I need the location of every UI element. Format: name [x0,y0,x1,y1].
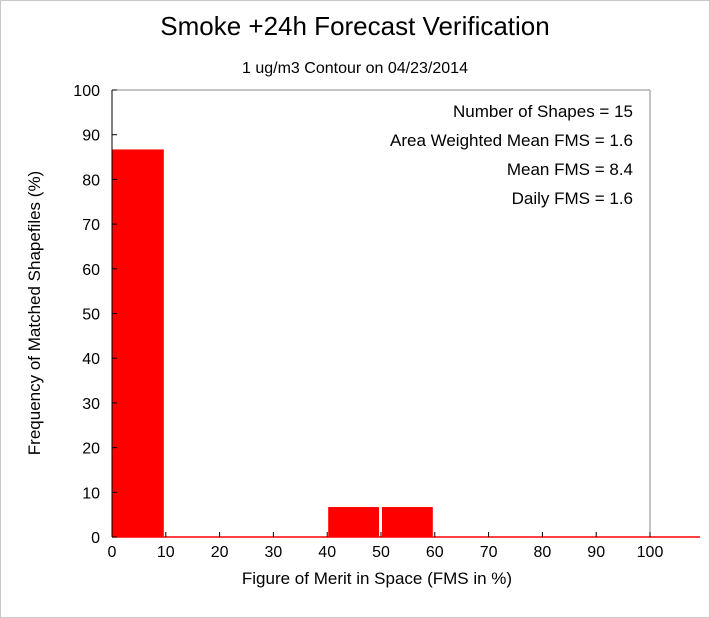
y-tick-label: 50 [82,307,100,324]
y-tick-label: 0 [91,530,100,547]
ticks-layer: 0 10 20 30 40 50 60 70 80 90 100 0 10 20 30 40 50 60 70 80 9… [73,83,663,561]
histogram-bar [112,149,164,538]
stats-layer: Number of Shapes = 15 Area Weighted Mean … [390,102,633,208]
chart-subtitle: 1 ug/m3 Contour on 04/23/2014 [242,60,468,77]
x-tick-label: 100 [637,544,664,561]
histogram-bar [328,507,379,537]
y-tick-label: 20 [82,441,100,458]
y-axis-title: Frequency of Matched Shapefiles (%) [25,171,44,455]
stat-annotation: Area Weighted Mean FMS = 1.6 [390,131,633,150]
chart-title: Smoke +24h Forecast Verification [160,11,550,41]
y-tick-label: 90 [82,128,100,145]
x-tick-label: 80 [534,544,552,561]
y-tick-label: 70 [82,217,100,234]
y-tick-label: 10 [82,485,100,502]
y-tick-label: 40 [82,351,100,368]
y-tick-label: 30 [82,396,100,413]
x-tick-label: 70 [480,544,498,561]
y-tick-label: 60 [82,262,100,279]
x-tick-label: 50 [372,544,390,561]
bars-layer [112,149,433,538]
x-tick-label: 40 [318,544,336,561]
stat-annotation: Daily FMS = 1.6 [512,189,633,208]
x-tick-label: 60 [426,544,444,561]
y-tick-label: 80 [82,172,100,189]
y-tick-label: 100 [73,83,100,100]
x-tick-label: 90 [587,544,605,561]
axes-layer [111,89,700,538]
stat-annotation: Number of Shapes = 15 [453,102,633,121]
x-tick-label: 20 [211,544,229,561]
x-tick-label: 10 [157,544,175,561]
x-tick-label: 30 [265,544,283,561]
stat-annotation: Mean FMS = 8.4 [507,160,633,179]
x-axis-title: Figure of Merit in Space (FMS in %) [242,569,512,588]
x-tick-label: 0 [108,544,117,561]
histogram-bar [382,507,433,537]
